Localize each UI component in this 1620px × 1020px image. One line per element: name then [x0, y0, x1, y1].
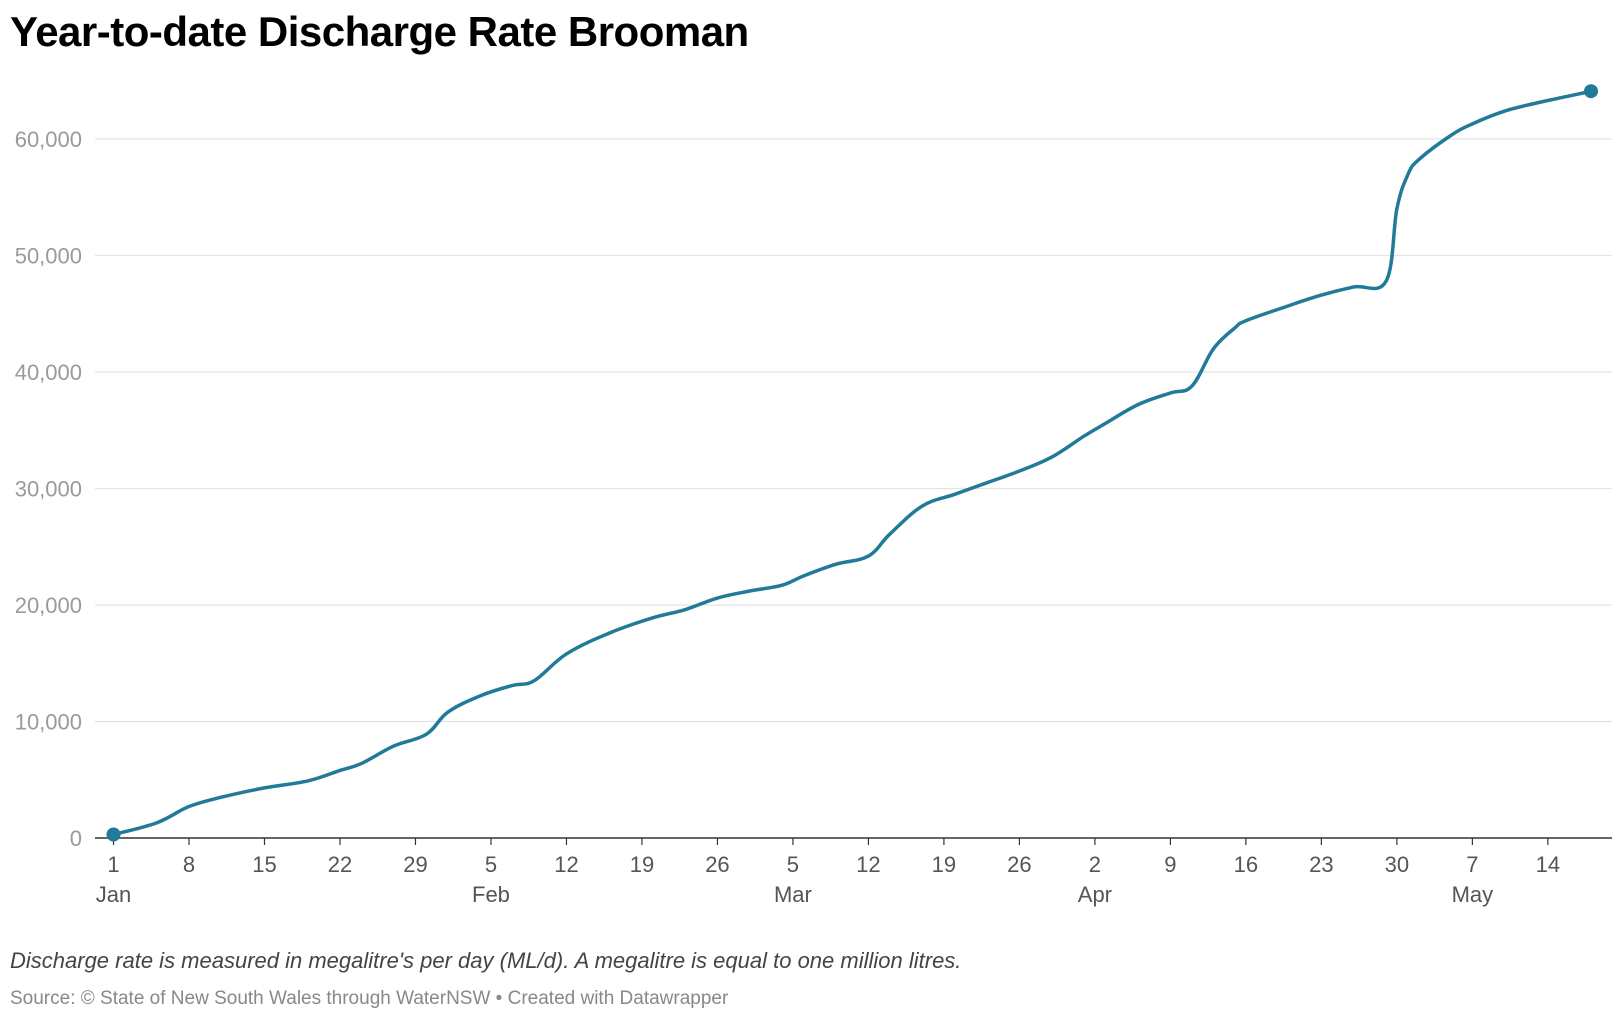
x-month-label: Mar: [774, 882, 812, 907]
y-axis-tick-labels: 0 10,000 20,000 30,000 40,000 50,000 60,000: [15, 127, 82, 851]
chart-title: Year-to-date Discharge Rate Brooman: [10, 8, 749, 55]
series-endpoints: [106, 84, 1598, 842]
x-tick-label: 26: [1007, 852, 1031, 877]
x-month-label: May: [1452, 882, 1494, 907]
x-tick-label: 5: [485, 852, 497, 877]
x-tick-label: 8: [183, 852, 195, 877]
x-tick-label: 9: [1164, 852, 1176, 877]
y-tick-label: 10,000: [15, 710, 82, 735]
y-tick-label: 20,000: [15, 593, 82, 618]
x-tick-label: 12: [856, 852, 880, 877]
x-tick-label: 14: [1536, 852, 1560, 877]
x-month-label: Jan: [96, 882, 131, 907]
y-tick-label: 50,000: [15, 244, 82, 269]
x-tick-label: 26: [705, 852, 729, 877]
x-tick-label: 15: [252, 852, 276, 877]
x-month-label: Feb: [472, 882, 510, 907]
series-start-point: [106, 827, 121, 842]
x-tick-label: 16: [1234, 852, 1258, 877]
x-tick-label: 19: [630, 852, 654, 877]
x-axis-tick-labels: 1 Jan 8 15 22 29 5 Feb 12 19 26 5 Mar 12 19 26 2 Apr 9 16 23…: [96, 838, 1560, 907]
chart-note: Discharge rate is measured in megalitre'…: [10, 948, 962, 973]
y-tick-label: 0: [70, 826, 82, 851]
x-tick-label: 29: [403, 852, 427, 877]
y-tick-label: 40,000: [15, 360, 82, 385]
x-month-label: Apr: [1078, 882, 1112, 907]
x-tick-label: 30: [1385, 852, 1409, 877]
x-tick-label: 5: [787, 852, 799, 877]
x-tick-label: 19: [932, 852, 956, 877]
x-tick-label: 2: [1089, 852, 1101, 877]
gridlines: [95, 138, 1612, 723]
x-tick-label: 22: [328, 852, 352, 877]
x-tick-label: 7: [1466, 852, 1478, 877]
x-tick-label: 12: [554, 852, 578, 877]
series-line: [111, 89, 1593, 837]
y-tick-label: 60,000: [15, 127, 82, 152]
series-end-point: [1584, 84, 1598, 99]
y-tick-label: 30,000: [15, 477, 82, 502]
x-tick-label: 23: [1309, 852, 1333, 877]
x-tick-label: 1: [107, 852, 119, 877]
chart-source: Source: © State of New South Wales throu…: [10, 988, 729, 1009]
